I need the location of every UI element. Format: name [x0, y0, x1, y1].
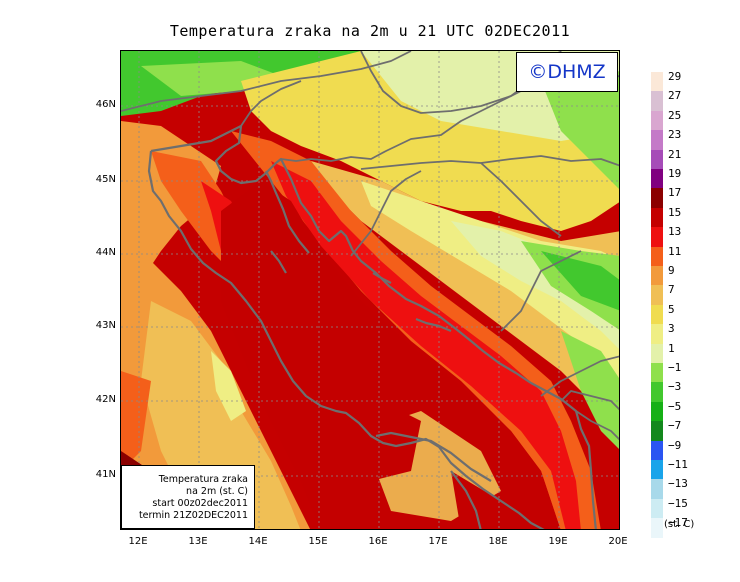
- legend-swatch: [651, 72, 663, 92]
- lat-label: 45N: [95, 174, 116, 185]
- info-line-4: termin 21Z02DEC2011: [138, 510, 248, 521]
- legend-label: −5: [668, 399, 682, 413]
- lon-label: 12E: [128, 536, 148, 547]
- legend-label: −1: [668, 361, 682, 374]
- lon-label: 16E: [368, 536, 388, 547]
- zone-serbia: [521, 241, 619, 330]
- legend-label: 15: [668, 205, 682, 219]
- legend-label: 5: [668, 302, 675, 316]
- legend-label: 29: [668, 70, 682, 83]
- legend-swatch: [651, 382, 663, 402]
- lon-label: 19E: [548, 536, 568, 547]
- zone-adriatic-sea: [221, 181, 561, 529]
- legend-swatch: [651, 149, 663, 169]
- zone-otranto: [451, 471, 539, 529]
- info-line-2: na 2m (st. C): [186, 486, 248, 497]
- legend-swatch: [651, 498, 663, 519]
- legend-swatch: [651, 343, 663, 363]
- lat-label: 43N: [95, 320, 116, 331]
- legend-swatch: [651, 440, 663, 460]
- legend-label: 19: [668, 167, 682, 180]
- lon-label: 13E: [188, 536, 208, 547]
- info-box: Temperatura zraka na 2m (st. C) start 00…: [121, 465, 255, 529]
- legend-label: 3: [668, 322, 675, 336]
- legend-label: 27: [668, 89, 682, 103]
- legend-label: 11: [668, 244, 682, 258]
- legend-label: −3: [668, 380, 682, 394]
- legend-label: −11: [668, 458, 688, 471]
- lon-label: 15E: [308, 536, 328, 547]
- legend-unit: (st. C): [664, 519, 695, 530]
- legend-swatch: [651, 363, 663, 383]
- legend-swatch: [651, 324, 663, 344]
- info-line-1: Temperatura zraka: [158, 474, 248, 485]
- legend-label: 17: [668, 186, 682, 200]
- zone-bosnia: [361, 181, 619, 379]
- legend-swatch: [651, 207, 663, 228]
- legend-label: 25: [668, 108, 682, 122]
- zone-italy-cool: [211, 351, 246, 421]
- legend-label: 21: [668, 147, 682, 161]
- legend-label: 23: [668, 128, 682, 142]
- legend-swatch: [651, 304, 663, 325]
- temperature-map: [120, 50, 620, 530]
- legend-swatch: [651, 285, 663, 305]
- legend-swatch: [651, 110, 663, 131]
- legend-label: −17: [668, 516, 688, 530]
- legend-swatch: [651, 130, 663, 150]
- legend-label: 13: [668, 225, 682, 239]
- legend-label: −7: [668, 419, 682, 433]
- legend-swatch: [651, 188, 663, 208]
- grid-lines: [121, 51, 619, 529]
- legend-label: −15: [668, 496, 688, 510]
- legend-label: 7: [668, 283, 675, 297]
- zone-serbia-cold: [541, 251, 619, 311]
- legend-swatch: [651, 460, 663, 480]
- lat-label: 44N: [95, 247, 116, 258]
- lon-label: 18E: [488, 536, 508, 547]
- legend-label: −9: [668, 438, 682, 452]
- legend-swatch: [651, 401, 663, 422]
- map-title: Temperatura zraka na 2m u 21 UTC 02DEC20…: [169, 22, 571, 40]
- legend-swatch: [651, 518, 663, 538]
- legend-swatch: [651, 266, 663, 286]
- legend-swatch: [651, 169, 663, 189]
- coastline: [147, 124, 597, 529]
- lat-label: 46N: [95, 99, 116, 110]
- legend-label: 9: [668, 264, 675, 277]
- info-line-3: start 00z02dec2011: [152, 498, 248, 509]
- legend-swatch: [651, 227, 663, 247]
- legend-swatch: [651, 91, 663, 111]
- dhmz-logo: ©DHMZ: [516, 52, 618, 92]
- legend-label: −13: [668, 477, 688, 491]
- lat-label: 42N: [95, 394, 116, 405]
- legend-swatch: [651, 421, 663, 441]
- legend-label: 1: [668, 341, 675, 355]
- legend-swatch: [651, 479, 663, 499]
- lon-label: 17E: [428, 536, 448, 547]
- zone-italy-west-coast: [121, 371, 151, 471]
- map-canvas: [121, 51, 619, 529]
- zone-coast-warm: [271, 161, 581, 529]
- lon-label: 14E: [248, 536, 268, 547]
- lat-label: 41N: [95, 469, 116, 480]
- legend-swatch: [651, 246, 663, 266]
- lon-label: 20E: [608, 536, 628, 547]
- zone-dinaric: [311, 161, 619, 411]
